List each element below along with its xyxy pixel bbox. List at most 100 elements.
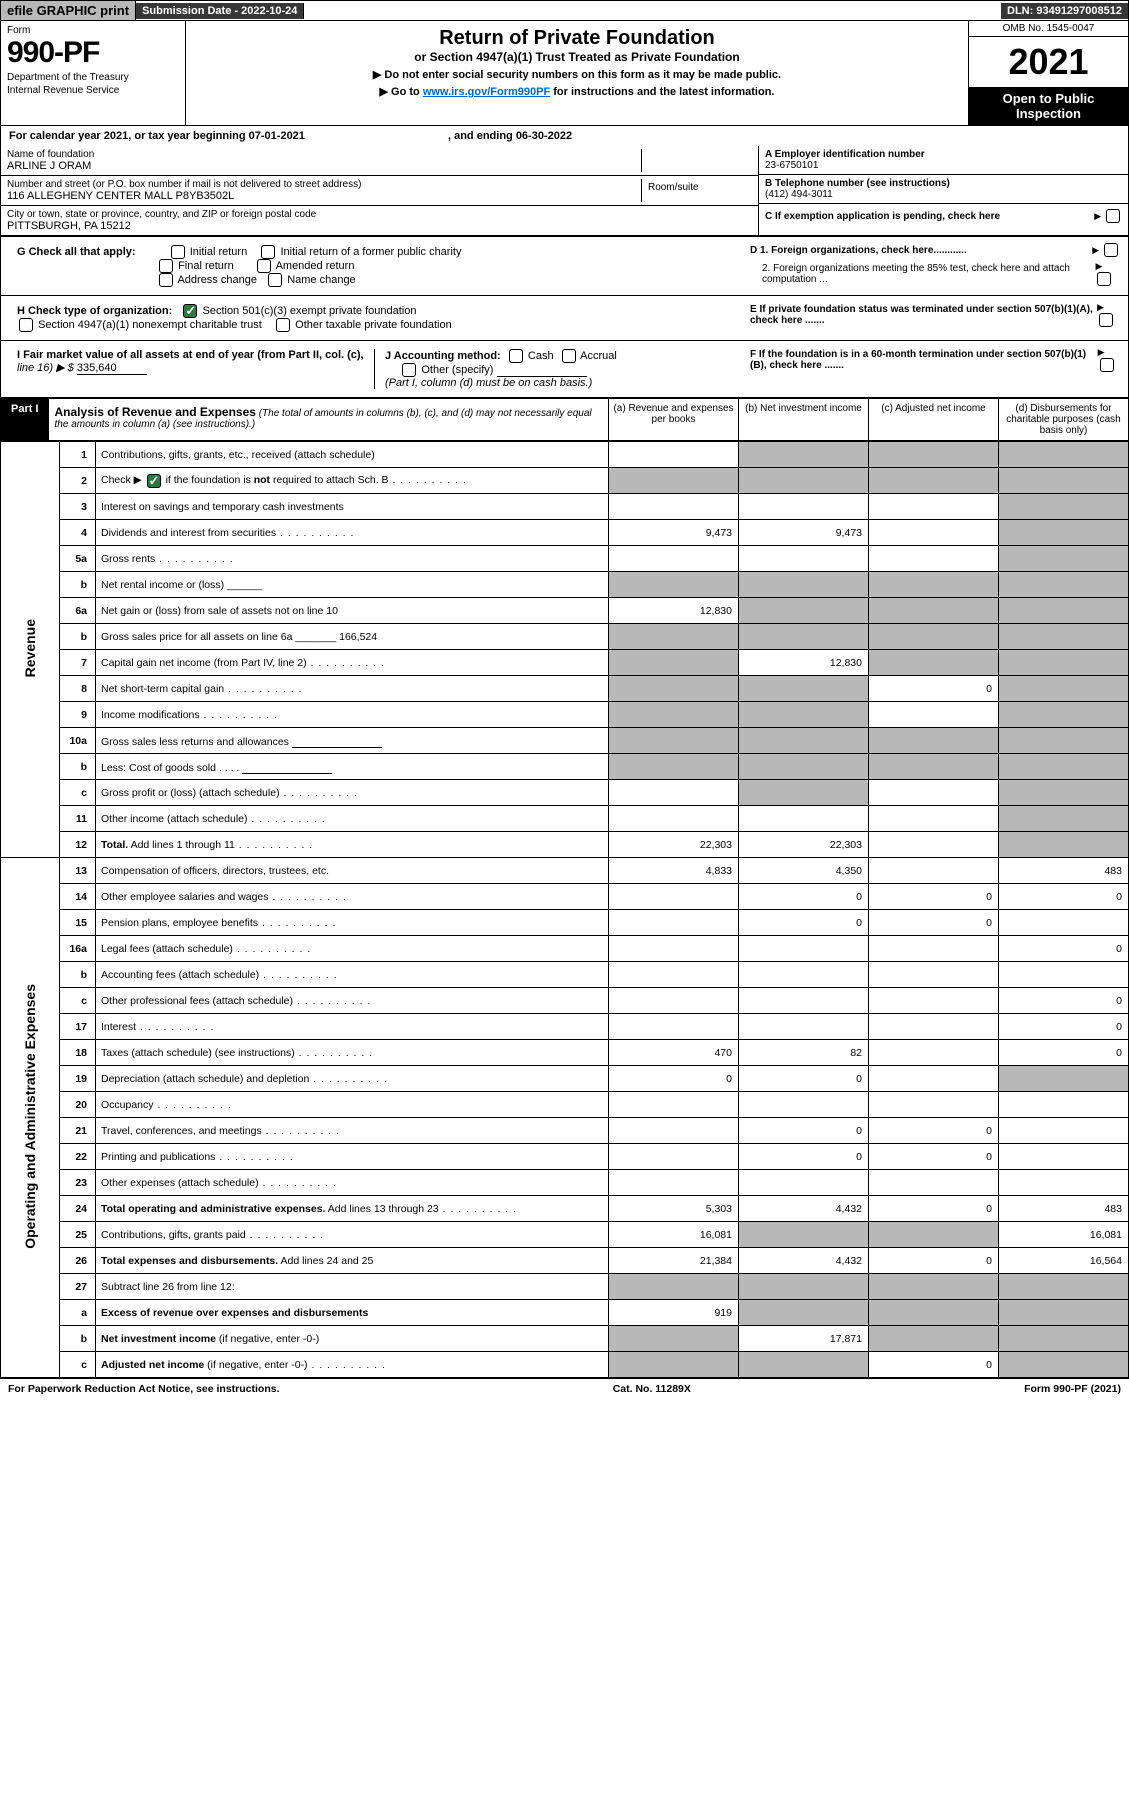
c-checkbox[interactable] [1106,209,1120,223]
g-amended-checkbox[interactable] [257,259,271,273]
j-other-checkbox[interactable] [402,363,416,377]
table-row: cAdjusted net income (if negative, enter… [1,1352,1129,1378]
line-number: 20 [60,1092,96,1118]
d1-checkbox[interactable] [1104,243,1118,257]
line-number: 14 [60,884,96,910]
table-row: 21Travel, conferences, and meetings00 [1,1118,1129,1144]
line-number: 17 [60,1014,96,1040]
line-desc: Printing and publications [96,1144,609,1170]
identity-grid: Name of foundation ARLINE J ORAM Number … [0,146,1129,236]
room-label: Room/suite [642,179,752,202]
table-row: 22Printing and publications00 [1,1144,1129,1170]
line-desc: Contributions, gifts, grants, etc., rece… [96,442,609,468]
line-desc: Legal fees (attach schedule) [96,936,609,962]
line-desc: Other expenses (attach schedule) [96,1170,609,1196]
table-row: 9Income modifications [1,702,1129,728]
arrow-icon [1094,211,1101,222]
line-desc: Interest [96,1014,609,1040]
line-desc: Capital gain net income (from Part IV, l… [96,650,609,676]
line-desc: Less: Cost of goods sold . . . . [96,754,609,780]
table-row: Revenue1Contributions, gifts, grants, et… [1,442,1129,468]
line-number: 6a [60,598,96,624]
col-a-head: (a) Revenue and expenses per books [608,399,738,440]
f-checkbox[interactable] [1100,358,1114,372]
table-row: 3Interest on savings and temporary cash … [1,494,1129,520]
g-row: G Check all that apply: Initial return I… [9,241,742,291]
table-row: 23Other expenses (attach schedule) [1,1170,1129,1196]
e-checkbox[interactable] [1099,313,1113,327]
line-number: 5a [60,546,96,572]
j-other: Other (specify) [421,364,493,376]
line-number: 19 [60,1066,96,1092]
g-final-checkbox[interactable] [159,259,173,273]
ein-label: A Employer identification number [765,149,1122,160]
addr-label: Number and street (or P.O. box number if… [7,179,641,190]
h-501c3-checkbox[interactable] [183,304,197,318]
j-note: (Part I, column (d) must be on cash basi… [385,377,592,389]
line-desc: Total operating and administrative expen… [96,1196,609,1222]
part1-title: Analysis of Revenue and Expenses [55,405,256,419]
table-row: bLess: Cost of goods sold . . . . [1,754,1129,780]
table-row: 25Contributions, gifts, grants paid16,08… [1,1222,1129,1248]
d2-checkbox[interactable] [1097,272,1111,286]
line-desc: Subtract line 26 from line 12: [96,1274,609,1300]
line-number: 24 [60,1196,96,1222]
city-label: City or town, state or province, country… [7,209,752,220]
table-row: 2Check ▶ if the foundation is not requir… [1,468,1129,494]
form-subtitle: or Section 4947(a)(1) Trust Treated as P… [192,50,962,64]
footer-right: Form 990-PF (2021) [1024,1383,1121,1395]
line-number: 9 [60,702,96,728]
expenses-side-label: Operating and Administrative Expenses [1,858,60,1378]
j-accrual-checkbox[interactable] [562,349,576,363]
table-row: 16aLegal fees (attach schedule)0 [1,936,1129,962]
line-number: 16a [60,936,96,962]
line-number: 3 [60,494,96,520]
phone: (412) 494-3011 [765,189,1122,200]
table-row: 12Total. Add lines 1 through 1122,30322,… [1,832,1129,858]
revenue-expense-table: Revenue1Contributions, gifts, grants, et… [0,441,1129,1378]
g-initial: Initial return [190,246,247,258]
j-cash-checkbox[interactable] [509,349,523,363]
d2-label: 2. Foreign organizations meeting the 85%… [750,263,1095,285]
g-address-checkbox[interactable] [159,273,173,287]
line-number: 7 [60,650,96,676]
line-desc: Total. Add lines 1 through 11 [96,832,609,858]
table-row: 15Pension plans, employee benefits00 [1,910,1129,936]
line-number: b [60,572,96,598]
irs-link[interactable]: www.irs.gov/Form990PF [423,86,550,98]
line-number: 2 [60,468,96,494]
top-bar: efile GRAPHIC print Submission Date - 20… [0,0,1129,21]
table-row: 8Net short-term capital gain0 [1,676,1129,702]
instr-pre: ▶ Go to [380,86,423,98]
f-label: F If the foundation is in a 60-month ter… [750,349,1098,371]
line-desc: Excess of revenue over expenses and disb… [96,1300,609,1326]
ein: 23-6750101 [765,160,1122,171]
line-desc: Gross sales price for all assets on line… [96,624,609,650]
table-row: 26Total expenses and disbursements. Add … [1,1248,1129,1274]
table-row: bGross sales price for all assets on lin… [1,624,1129,650]
line-number: b [60,754,96,780]
g-initial-former-checkbox[interactable] [261,245,275,259]
line-desc: Income modifications [96,702,609,728]
g-initial-checkbox[interactable] [171,245,185,259]
address: 116 ALLEGHENY CENTER MALL P8YB3502L [7,190,641,202]
line-number: 15 [60,910,96,936]
g-name-checkbox[interactable] [268,273,282,287]
instr-post: for instructions and the latest informat… [550,86,774,98]
table-row: 18Taxes (attach schedule) (see instructi… [1,1040,1129,1066]
table-row: bNet rental income or (loss) ______ [1,572,1129,598]
c-exemption-label: C If exemption application is pending, c… [765,211,1000,222]
j-other-input[interactable] [497,363,587,377]
table-row: bAccounting fees (attach schedule) [1,962,1129,988]
table-row: 27Subtract line 26 from line 12: [1,1274,1129,1300]
line-desc: Net rental income or (loss) ______ [96,572,609,598]
h-other-checkbox[interactable] [276,318,290,332]
omb-number: OMB No. 1545-0047 [969,21,1128,37]
arrow-icon [1095,261,1102,272]
efile-print-button[interactable]: efile GRAPHIC print [1,1,136,20]
h-4947-checkbox[interactable] [19,318,33,332]
line-number: 12 [60,832,96,858]
line-number: b [60,624,96,650]
line-number: 23 [60,1170,96,1196]
schB-checkbox[interactable] [147,474,161,488]
